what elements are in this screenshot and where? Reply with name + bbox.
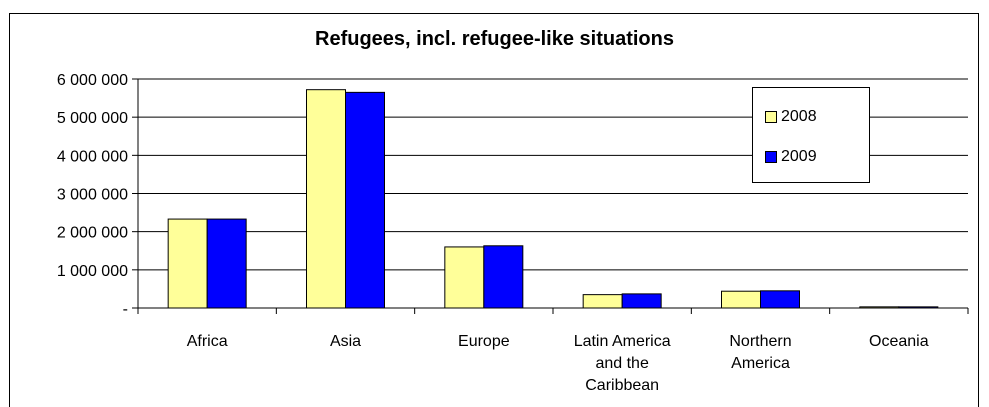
bar-2009 [760, 290, 800, 309]
bar-2009 [206, 218, 247, 309]
x-tick-label: Oceania [869, 333, 929, 350]
legend-item-2009: 2009 [765, 148, 817, 166]
bar-2009 [898, 306, 939, 309]
bar-2009 [621, 293, 662, 309]
y-tick-label: 1 000 000 [57, 263, 128, 280]
y-tick-label: - [123, 301, 128, 318]
bar-2008 [721, 290, 761, 309]
y-tick-label: 2 000 000 [57, 225, 128, 242]
bar-2009 [345, 91, 385, 309]
x-tick-label: Latin America and the Caribbean [574, 333, 671, 394]
legend-item-2008: 2008 [765, 108, 817, 126]
legend-swatch-2008 [765, 111, 777, 123]
legend-label-2008: 2008 [781, 108, 817, 125]
bar-2008 [306, 89, 346, 309]
x-tick-label: Northern America [729, 333, 791, 372]
x-tick-label: Asia [330, 333, 361, 350]
y-tick-label: 6 000 000 [57, 72, 128, 89]
x-tick-label: Africa [187, 333, 228, 350]
bar-2008 [167, 218, 208, 309]
chart-legend: 2008 2009 [752, 87, 870, 183]
bar-2009 [483, 245, 524, 309]
bar-2008 [444, 246, 485, 309]
legend-label-2009: 2009 [781, 148, 817, 165]
bar-2008 [859, 306, 900, 309]
y-tick-label: 5 000 000 [57, 110, 128, 127]
chart-title: Refugees, incl. refugee-like situations [315, 28, 674, 50]
x-tick-label: Europe [458, 333, 510, 350]
y-tick-label: 3 000 000 [57, 187, 128, 204]
legend-swatch-2009 [765, 151, 777, 163]
bar-2008 [582, 294, 623, 309]
y-tick-label: 4 000 000 [57, 148, 128, 165]
